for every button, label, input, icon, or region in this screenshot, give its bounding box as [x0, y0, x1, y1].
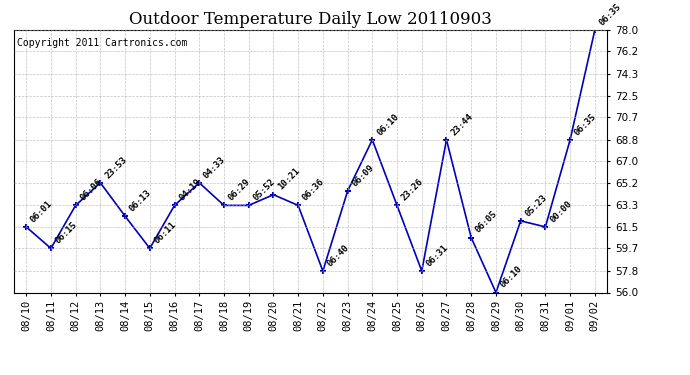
Text: 06:10: 06:10 [375, 112, 400, 137]
Text: 04:19: 04:19 [177, 177, 203, 203]
Text: 06:35: 06:35 [598, 2, 623, 27]
Text: 06:10: 06:10 [499, 264, 524, 290]
Text: 06:13: 06:13 [128, 188, 153, 213]
Title: Outdoor Temperature Daily Low 20110903: Outdoor Temperature Daily Low 20110903 [129, 12, 492, 28]
Text: 06:36: 06:36 [301, 177, 326, 203]
Text: 06:11: 06:11 [152, 220, 178, 246]
Text: 06:29: 06:29 [227, 177, 252, 203]
Text: 06:09: 06:09 [351, 163, 376, 188]
Text: 23:26: 23:26 [400, 177, 425, 203]
Text: 23:53: 23:53 [103, 154, 128, 180]
Text: 05:52: 05:52 [251, 177, 277, 203]
Text: 06:31: 06:31 [424, 243, 450, 268]
Text: 06:35: 06:35 [573, 112, 598, 137]
Text: 10:21: 10:21 [276, 166, 302, 192]
Text: 06:01: 06:01 [29, 199, 55, 224]
Text: 06:40: 06:40 [326, 243, 351, 268]
Text: 06:05: 06:05 [474, 210, 500, 235]
Text: Copyright 2011 Cartronics.com: Copyright 2011 Cartronics.com [17, 38, 187, 48]
Text: 05:23: 05:23 [524, 193, 549, 218]
Text: 06:06: 06:06 [79, 177, 103, 203]
Text: 06:15: 06:15 [54, 220, 79, 246]
Text: 00:00: 00:00 [548, 199, 573, 224]
Text: 04:33: 04:33 [202, 154, 228, 180]
Text: 23:44: 23:44 [449, 112, 475, 137]
